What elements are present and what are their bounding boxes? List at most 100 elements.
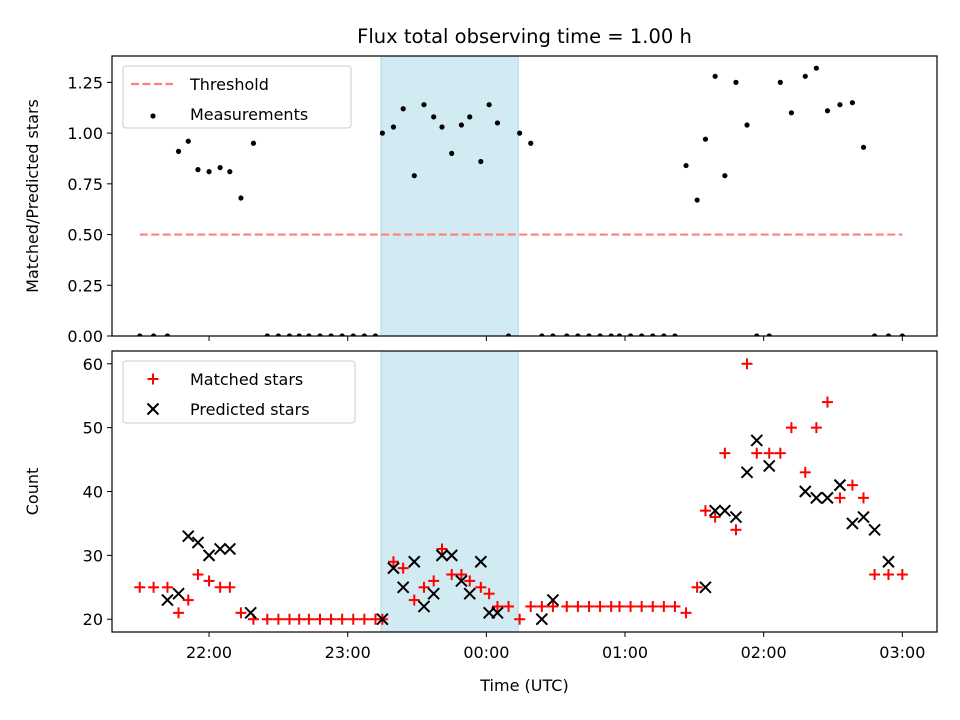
- measurement-point: [486, 102, 492, 108]
- matched-point: [408, 594, 420, 606]
- matched-point: [561, 600, 573, 612]
- matched-point: [182, 594, 194, 606]
- predicted-point: [376, 613, 389, 626]
- y-tick-label: 0.25: [67, 276, 103, 295]
- measurement-point: [683, 162, 689, 169]
- predicted-point: [202, 549, 216, 562]
- measurement-point: [238, 195, 244, 201]
- y-tick-label: 40: [83, 483, 103, 502]
- measurement-point: [608, 333, 614, 336]
- y-tick-label: 0.75: [67, 175, 103, 194]
- matched-point: [719, 447, 731, 459]
- measurement-point: [824, 108, 831, 114]
- matched-point: [224, 581, 236, 593]
- predicted-point: [833, 478, 847, 492]
- matched-point: [303, 613, 315, 625]
- matched-point: [283, 613, 295, 625]
- measurement-point: [586, 333, 592, 336]
- legend-label: Threshold: [189, 75, 269, 94]
- measurement-point: [150, 333, 157, 336]
- x-tick-label: 00:00: [463, 643, 509, 662]
- matched-point: [464, 575, 476, 587]
- measurement-point: [350, 333, 356, 336]
- matched-point: [503, 600, 515, 612]
- matched-point: [261, 613, 273, 625]
- chart-title: Flux total observing time = 1.00 h: [357, 25, 692, 48]
- matched-point: [347, 613, 359, 625]
- measurement-point: [616, 333, 623, 336]
- measurement-point: [722, 173, 728, 179]
- predicted-point: [868, 523, 881, 537]
- measurement-point: [339, 333, 345, 336]
- predicted-point: [445, 549, 458, 562]
- measurement-point: [390, 124, 397, 130]
- matched-point: [821, 396, 833, 408]
- matched-point: [446, 569, 458, 581]
- measurement-point: [788, 110, 795, 116]
- matched-point: [785, 422, 797, 434]
- measurement-point: [227, 169, 233, 175]
- y-tick-label: 30: [83, 546, 103, 565]
- measurement-point: [400, 106, 406, 112]
- x-tick-label: 22:00: [186, 643, 232, 662]
- measurement-point: [505, 333, 512, 336]
- measurement-point: [175, 148, 182, 154]
- measurement-point: [361, 333, 367, 336]
- predicted-point: [846, 517, 859, 530]
- predicted-point: [546, 593, 560, 607]
- measurement-point: [286, 333, 293, 336]
- matched-point: [810, 422, 822, 434]
- x-tick-label: 02:00: [741, 643, 787, 662]
- measurement-point: [899, 333, 905, 336]
- matched-point: [882, 569, 894, 581]
- matched-point: [572, 600, 584, 612]
- predicted-point: [474, 555, 488, 568]
- matched-point: [647, 600, 659, 612]
- predicted-point: [172, 587, 185, 600]
- matched-point: [846, 479, 858, 491]
- matched-point: [314, 613, 326, 625]
- measurement-point: [467, 114, 473, 120]
- predicted-point: [535, 613, 549, 626]
- top-panel: 0.00 0.25 0.50 0.75 1.00 1.25 Matched/Predicte…: [23, 55, 938, 346]
- matched-point: [418, 581, 430, 593]
- measurement-point: [777, 79, 783, 85]
- measurement-point: [754, 333, 760, 336]
- legend: Threshold Measurements: [122, 65, 352, 129]
- measurement-point: [813, 65, 819, 71]
- measurement-point: [296, 333, 302, 336]
- measurement-point: [564, 333, 570, 336]
- x-tick-label: 23:00: [325, 643, 371, 662]
- measurement-point: [837, 102, 843, 108]
- measurement-point: [627, 333, 634, 336]
- measurement-point: [275, 333, 281, 336]
- measurement-point: [597, 333, 603, 336]
- measurement-point: [421, 102, 427, 108]
- predicted-point: [213, 542, 227, 556]
- matched-point: [680, 607, 692, 619]
- measurement-point: [494, 120, 501, 126]
- matched-point: [763, 447, 775, 459]
- predicted-point: [191, 536, 205, 549]
- predicted-point: [699, 581, 712, 594]
- measurement-point: [185, 138, 191, 144]
- legend-label: Matched stars: [190, 370, 303, 389]
- measurement-point: [458, 122, 465, 128]
- matched-point: [774, 447, 786, 459]
- predicted-point: [882, 555, 895, 568]
- predicted-point: [427, 587, 440, 600]
- predicted-point: [810, 491, 823, 505]
- matched-point: [214, 581, 226, 593]
- measurement-point: [411, 173, 417, 179]
- matched-point: [325, 613, 337, 625]
- predicted-point: [463, 587, 476, 600]
- measurement-point: [550, 333, 556, 336]
- measurement-point: [849, 100, 856, 106]
- matched-point: [148, 581, 160, 593]
- matched-point: [613, 600, 625, 612]
- predicted-point: [417, 600, 431, 613]
- measurement-point: [639, 333, 645, 336]
- y-tick-label: 50: [83, 419, 103, 438]
- matched-point: [483, 588, 495, 600]
